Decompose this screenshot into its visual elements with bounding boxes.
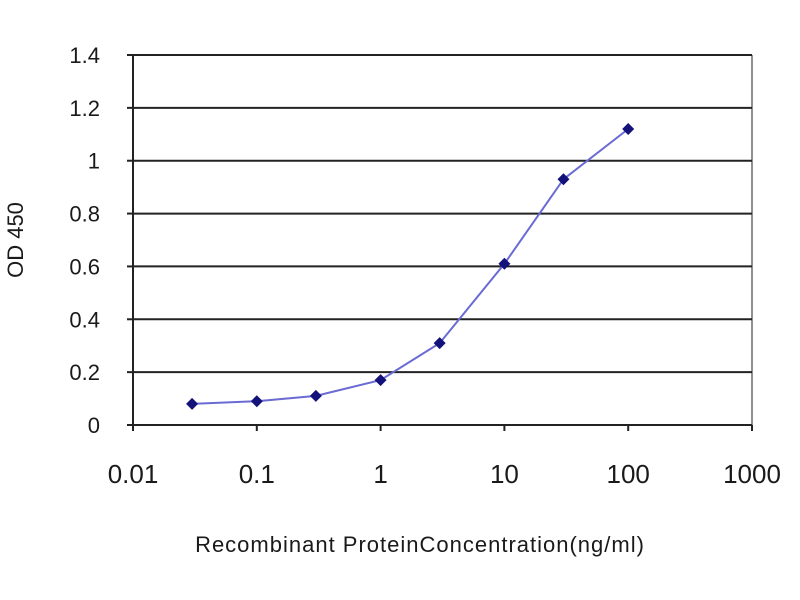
x-tick-label: 10 xyxy=(490,459,519,489)
data-point-marker xyxy=(622,123,635,135)
x-tick-label: 100 xyxy=(607,459,650,489)
x-tick-labels: 0.01 0.1 1 10 100 1000 xyxy=(108,459,781,489)
x-tick-label: 0.01 xyxy=(108,459,159,489)
data-point-marker xyxy=(374,374,387,387)
x-tick-label: 0.1 xyxy=(239,459,275,489)
y-tick-label: 1.4 xyxy=(69,43,100,68)
y-tick-label: 0.4 xyxy=(69,307,100,332)
y-tick-labels: 0 0.2 0.4 0.6 0.8 1 1.2 1.4 xyxy=(69,43,100,438)
axes xyxy=(127,54,753,431)
data-points xyxy=(186,123,635,410)
y-tick-label: 1.2 xyxy=(69,96,100,121)
x-tick-label: 1000 xyxy=(723,459,781,489)
y-tick-label: 0.6 xyxy=(69,254,100,279)
series-line xyxy=(192,128,629,405)
data-point-marker xyxy=(250,395,263,408)
data-point-marker xyxy=(309,389,322,402)
x-tick-label: 1 xyxy=(373,459,387,489)
y-axis-title: OD 450 xyxy=(3,202,28,278)
y-tick-label: 0 xyxy=(88,413,100,438)
data-point-marker xyxy=(433,337,446,350)
x-axis-title: Recombinant ProteinConcentration(ng/ml) xyxy=(195,532,645,557)
y-tick-label: 0.8 xyxy=(69,202,100,227)
y-tick-label: 1 xyxy=(88,149,100,174)
data-point-marker xyxy=(498,257,511,270)
data-point-marker xyxy=(557,173,570,186)
y-tick-label: 0.2 xyxy=(69,360,100,385)
data-point-marker xyxy=(186,397,199,410)
plot-area xyxy=(133,55,752,425)
